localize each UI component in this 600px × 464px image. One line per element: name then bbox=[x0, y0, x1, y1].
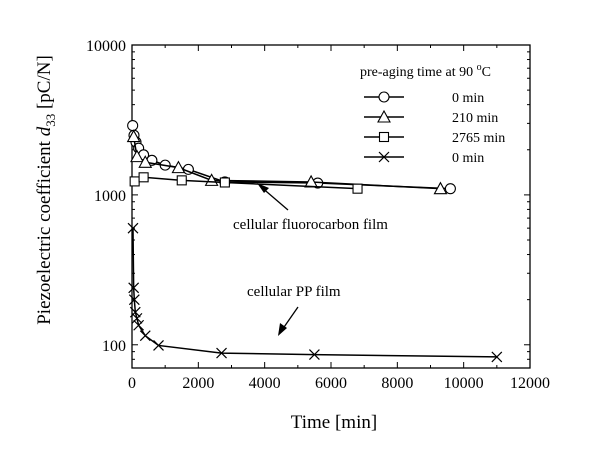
x-tick-label: 0 bbox=[128, 375, 136, 392]
data-point bbox=[139, 330, 151, 342]
data-point bbox=[129, 176, 140, 187]
legend: pre-aging time at 90 oC 0 min 210 min 2765… bbox=[360, 62, 505, 166]
annotation-fluorocarbon-film: cellular fluorocarbon film bbox=[233, 217, 388, 233]
annotation-pp-arrowhead bbox=[278, 323, 287, 336]
data-point bbox=[308, 349, 320, 361]
x-axis-label: Time [min] bbox=[291, 412, 377, 433]
data-point bbox=[128, 294, 140, 306]
data-point bbox=[126, 129, 141, 143]
legend-entry-2765-min: 2765 min bbox=[364, 131, 505, 146]
series-layer bbox=[126, 120, 503, 363]
data-point bbox=[131, 312, 143, 324]
series-2765-min bbox=[129, 172, 363, 194]
data-point bbox=[433, 181, 448, 195]
series-210-min bbox=[126, 129, 448, 195]
annotation-pp-film: cellular PP film bbox=[247, 284, 341, 300]
data-point bbox=[444, 183, 456, 195]
data-point bbox=[127, 222, 139, 234]
data-point bbox=[128, 282, 140, 294]
legend-entry-210-min: 210 min bbox=[364, 109, 498, 126]
legend-title: pre-aging time at 90 oC bbox=[360, 62, 491, 80]
legend-entry-pp-0-min: 0 min bbox=[364, 151, 484, 166]
y-tick-label: 10000 bbox=[86, 38, 126, 55]
legend-marker bbox=[377, 109, 391, 123]
y-tick-label: 1000 bbox=[94, 188, 126, 205]
y-axis: 100 1000 10000 bbox=[86, 38, 530, 369]
x-tick-label: 8000 bbox=[381, 375, 413, 392]
data-point bbox=[219, 177, 230, 188]
data-point bbox=[129, 306, 141, 318]
legend-marker bbox=[378, 131, 390, 143]
y-axis-label: Piezoelectric coefficient d33 [pC/N] bbox=[34, 55, 58, 325]
legend-label: 210 min bbox=[452, 111, 498, 126]
x-tick-label: 6000 bbox=[315, 375, 347, 392]
data-point bbox=[138, 155, 153, 168]
data-point bbox=[153, 340, 164, 351]
data-point bbox=[127, 120, 139, 132]
data-point bbox=[130, 149, 144, 163]
x-tick-label: 10000 bbox=[444, 375, 484, 392]
legend-label: 2765 min bbox=[452, 131, 505, 146]
legend-entry-0-min: 0 min bbox=[364, 91, 484, 106]
data-point bbox=[352, 183, 363, 194]
annotation-fluorocarbon-arrowhead bbox=[257, 183, 269, 193]
x-axis: 0 2000 4000 6000 8000 10000 12000 bbox=[128, 45, 550, 392]
legend-marker bbox=[378, 151, 390, 163]
series-pp-0-min bbox=[127, 222, 503, 363]
data-point bbox=[171, 160, 186, 174]
legend-label: 0 min bbox=[452, 151, 484, 166]
data-point bbox=[216, 347, 227, 359]
data-point bbox=[491, 351, 503, 363]
data-point bbox=[176, 175, 187, 186]
annotation-pp-arrow-line bbox=[281, 306, 299, 331]
x-tick-label: 12000 bbox=[510, 375, 550, 392]
legend-label: 0 min bbox=[452, 91, 484, 106]
x-tick-label: 4000 bbox=[249, 375, 281, 392]
legend-marker bbox=[378, 91, 390, 103]
data-point bbox=[133, 319, 145, 331]
y-tick-label: 100 bbox=[102, 338, 126, 355]
annotations: cellular fluorocarbon film cellular PP f… bbox=[233, 183, 388, 336]
data-point bbox=[138, 172, 149, 183]
x-tick-label: 2000 bbox=[182, 375, 214, 392]
